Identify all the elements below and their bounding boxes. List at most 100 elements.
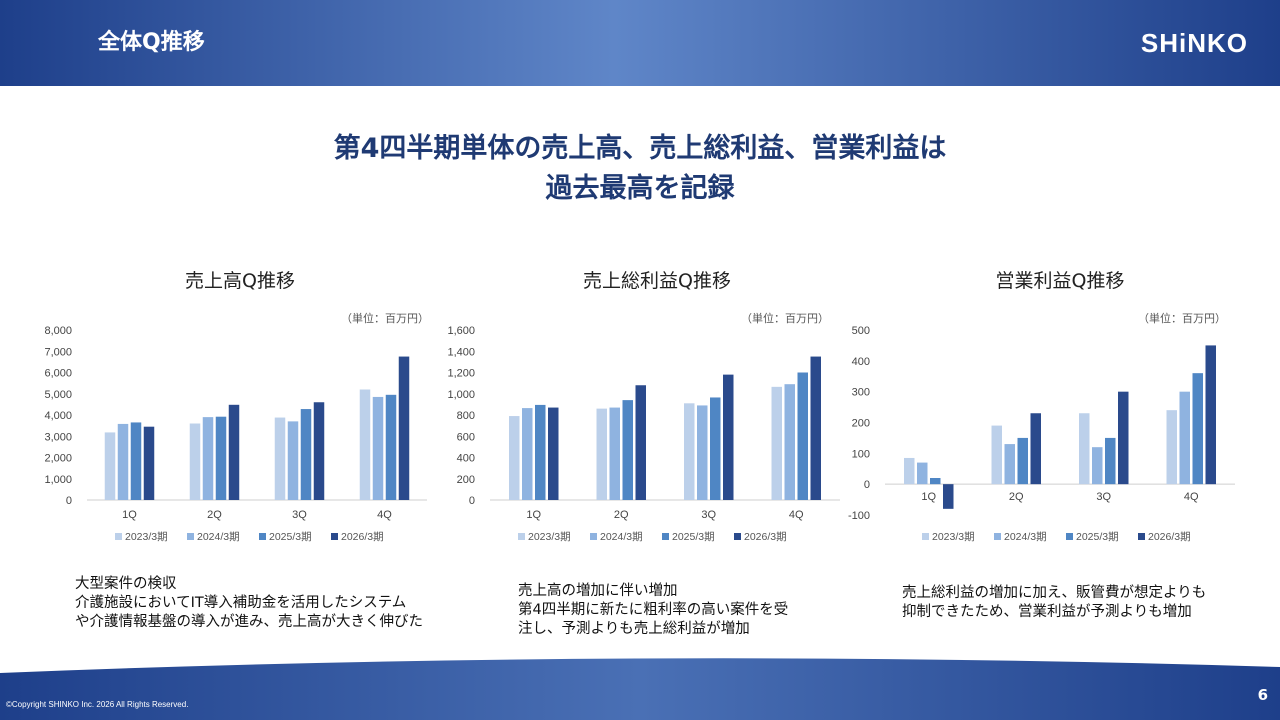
legend-label: 2024/3期	[600, 531, 643, 543]
bar	[274, 417, 286, 500]
x-tick-label: 4Q	[377, 509, 392, 521]
note-line: 第4四半期に新たに粗利率の高い案件を受	[518, 602, 789, 618]
legend-swatch	[994, 533, 1001, 540]
bar	[287, 421, 299, 500]
bar	[622, 400, 633, 500]
bar	[202, 417, 214, 500]
bar	[130, 422, 142, 500]
legend-label: 2024/3期	[1004, 531, 1047, 543]
bar	[215, 416, 227, 500]
chart-gross-profit: 0 200 400 600 800 1,000 1,200 1,400 1,600 1Q 2Q 3Q 4…	[447, 325, 840, 543]
y-tick-label: 2,000	[44, 453, 72, 465]
footer-band	[0, 658, 1280, 720]
note-line: 大型案件の検収	[75, 576, 177, 592]
y-tick-label: -100	[848, 510, 870, 522]
bar	[904, 457, 915, 485]
y-tick-label: 200	[457, 474, 475, 486]
bar	[1205, 345, 1216, 485]
shinko-logo: SHiNKO	[1140, 28, 1248, 58]
x-tick-label: 3Q	[1096, 491, 1111, 503]
y-tick-label: 400	[852, 356, 870, 368]
y-tick-label: 600	[457, 431, 475, 443]
x-tick-label: 1Q	[122, 509, 137, 521]
legend-label: 2025/3期	[269, 531, 312, 543]
header-banner: 全体Q推移 SHiNKO	[0, 0, 1280, 86]
chart-title-gross-profit: 売上総利益Q推移	[583, 270, 731, 292]
bar	[359, 389, 371, 500]
bar	[117, 423, 129, 500]
legend-swatch	[734, 533, 741, 540]
bar	[797, 372, 808, 500]
bar	[385, 394, 397, 500]
bar	[810, 356, 821, 500]
y-tick-label: 500	[852, 325, 870, 337]
note-line: 売上総利益の増加に加え、販管費が想定よりも	[902, 585, 1207, 601]
x-tick-label: 4Q	[1184, 491, 1199, 503]
y-tick-label: 400	[457, 453, 475, 465]
note-sales: 大型案件の検収 介護施設においてIT導入補助金を活用したシステム や介護情報基盤…	[75, 575, 423, 632]
y-tick-label: 0	[469, 495, 475, 507]
bar	[143, 426, 155, 500]
headline-line-2: 過去最高を記録	[545, 173, 735, 204]
bar	[1079, 413, 1090, 485]
chart-operating-profit: -100 0 100 200 300 400 500 1Q 2Q 3Q 4Q 2023/3期 2024/…	[848, 325, 1235, 543]
bar	[522, 408, 533, 500]
bar	[1017, 437, 1028, 485]
bar	[1105, 437, 1116, 485]
note-line: 売上高の増加に伴い増加	[518, 583, 678, 599]
legend-swatch	[259, 533, 266, 540]
y-tick-label: 0	[66, 495, 72, 507]
bar	[930, 478, 941, 485]
legend-swatch	[1066, 533, 1073, 540]
y-tick-label: 200	[852, 418, 870, 430]
y-tick-label: 300	[852, 387, 870, 399]
legend-label: 2026/3期	[744, 531, 787, 543]
x-tick-label: 1Q	[921, 491, 936, 503]
y-tick-label: 1,200	[447, 368, 475, 380]
unit-label-gross-profit: （単位：百万円）	[741, 312, 829, 325]
header-title: 全体Q推移	[98, 30, 205, 55]
y-tick-label: 7,000	[44, 346, 72, 358]
note-line: 注し、予測よりも売上総利益が増加	[518, 621, 750, 637]
legend-label: 2023/3期	[932, 531, 975, 543]
bar	[1166, 410, 1177, 485]
bar	[535, 404, 546, 500]
bar	[697, 405, 708, 500]
bar	[1179, 391, 1190, 485]
bar	[635, 385, 646, 500]
x-tick-label: 3Q	[701, 509, 716, 521]
headline-line-1: 第4四半期単体の売上高、売上総利益、営業利益は	[333, 133, 947, 164]
legend-label: 2023/3期	[528, 531, 571, 543]
bar	[548, 407, 559, 500]
bar	[228, 404, 240, 500]
bar	[1192, 373, 1203, 485]
note-gross-profit: 売上高の増加に伴い増加 第4四半期に新たに粗利率の高い案件を受 注し、予測よりも…	[518, 582, 788, 639]
note-operating-profit: 売上総利益の増加に加え、販管費が想定よりも 抑制できたため、営業利益が予測よりも…	[902, 584, 1206, 622]
y-tick-label: 5,000	[44, 389, 72, 401]
y-tick-label: 1,000	[44, 474, 72, 486]
bar	[596, 408, 607, 500]
x-tick-label: 2Q	[614, 509, 629, 521]
bar	[771, 386, 782, 500]
legend-label: 2026/3期	[1148, 531, 1191, 543]
x-tick-label: 1Q	[526, 509, 541, 521]
y-tick-label: 4,000	[44, 410, 72, 422]
chart-title-sales: 売上高Q推移	[185, 270, 295, 292]
copyright-text: ©Copyright SHINKO Inc. 2026 All Rights R…	[6, 700, 189, 709]
x-tick-label: 4Q	[789, 509, 804, 521]
y-tick-label: 800	[457, 410, 475, 422]
legend-label: 2026/3期	[341, 531, 384, 543]
chart-title-operating-profit: 営業利益Q推移	[995, 270, 1125, 292]
bar	[684, 403, 695, 500]
legend-swatch	[590, 533, 597, 540]
legend-swatch	[115, 533, 122, 540]
bar	[723, 374, 734, 500]
bar	[300, 409, 312, 500]
legend-swatch	[518, 533, 525, 540]
x-tick-label: 2Q	[1009, 491, 1024, 503]
note-line: や介護情報基盤の導入が進み、売上高が大きく伸びた	[75, 614, 423, 630]
bar	[1004, 444, 1015, 485]
bar	[104, 432, 116, 500]
page-number: 6	[1257, 686, 1268, 704]
bar	[917, 462, 928, 485]
